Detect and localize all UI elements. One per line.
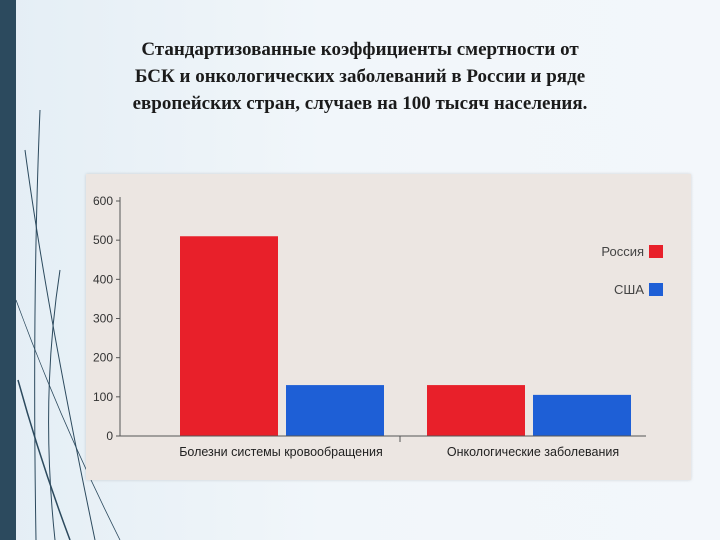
- bar-usa-0: [286, 385, 384, 436]
- left-accent-strip: [0, 0, 16, 540]
- decorative-lines: [15, 109, 121, 540]
- y-tick-label: 600: [93, 194, 113, 208]
- slide-title: Стандартизованные коэффициенты смертност…: [132, 39, 588, 114]
- y-tick-label: 300: [93, 312, 113, 326]
- y-tick-label: 400: [93, 272, 113, 286]
- y-tick-label: 0: [106, 429, 113, 443]
- x-axis: Болезни системы кровообращения Онкологиче…: [120, 435, 646, 459]
- bar-chart: 0 100 200 300 400 500 600 Болезни системы кров…: [93, 194, 663, 459]
- legend-swatch: [649, 245, 663, 258]
- y-tick-label: 200: [93, 351, 113, 365]
- bar-russia-0: [180, 236, 278, 436]
- bars: [180, 236, 631, 436]
- y-axis: 0 100 200 300 400 500 600: [93, 194, 121, 443]
- bar-usa-1: [533, 394, 631, 436]
- legend-swatch: [649, 283, 663, 296]
- category-label: Болезни системы кровообращения: [179, 445, 383, 459]
- bar-russia-1: [427, 385, 525, 436]
- y-tick-label: 100: [93, 390, 113, 404]
- y-tick-label: 500: [93, 233, 113, 247]
- category-label: Онкологические заболевания: [447, 445, 619, 459]
- legend: Россия США: [601, 244, 663, 297]
- legend-label: США: [614, 282, 644, 297]
- legend-label: Россия: [601, 244, 644, 259]
- chart-image: 0 100 200 300 400 500 600 Болезни системы кров…: [86, 174, 691, 480]
